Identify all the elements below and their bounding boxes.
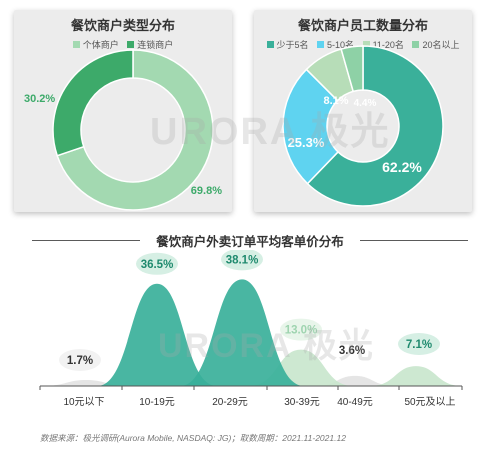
legend-item-11-20: 11-20名 [362,38,404,51]
section-divider-left [32,240,140,241]
data-value-label: 36.5% [141,259,174,271]
price-chart-title: 餐饮商户外卖订单平均客单价分布 [156,235,344,249]
donut-slice [52,49,134,157]
staff-chart-legend: 少于5名 5-10名 11-20名 20名以上 [254,38,472,51]
x-tick-label: 20-29元 [212,397,248,408]
donut-slice [56,49,214,211]
legend-item-chain: 连锁商户 [127,38,173,51]
data-value-label: 3.6% [339,345,365,357]
legend-swatch [266,41,274,49]
value-bubble [280,318,322,341]
slice-value-label: 4.4% [354,98,377,109]
legend-label: 5-10名 [327,40,355,50]
staff-donut-chart: 62.2% 25.3% 8.1% 4.4% [282,45,444,207]
value-bubble [136,252,178,275]
type-donut-chart: 69.8% 30.2% [24,49,222,211]
legend-item-under-5: 少于5名 [266,38,309,51]
data-value-label: 38.1% [226,254,259,266]
x-tick-label: 50元及以上 [404,396,455,408]
data-source-note: 数据来源：极光调研(Aurora Mobile, NASDAQ: JG)；取数周… [40,433,346,443]
legend-label: 20名以上 [422,40,460,50]
legend-label: 少于5名 [276,40,309,50]
area-peak [370,366,462,386]
price-area-chart: 10元以下 10-19元 20-29元 30-39元 40-49元 50元及以上 1.7% 3… [39,250,463,408]
slice-value-label: 8.1% [323,95,348,107]
legend-label: 个体商户 [82,40,119,50]
type-chart-legend: 个体商户 连锁商户 [14,38,232,51]
legend-swatch [127,41,135,49]
type-distribution-panel: 餐饮商户类型分布 个体商户 连锁商户 69.8% 30.2% [14,10,232,212]
slice-value-label: 62.2% [382,159,422,175]
data-value-label: 1.7% [67,355,93,367]
slice-value-label: 25.3% [288,135,325,150]
donut-slice [340,45,364,93]
legend-label: 11-20名 [372,40,404,50]
legend-swatch [317,41,325,49]
type-chart-title: 餐饮商户类型分布 [70,18,175,33]
area-peak [180,279,304,386]
x-tick-label: 30-39元 [284,397,320,408]
data-value-label: 7.1% [406,339,432,351]
slice-value-label: 69.8% [191,185,222,197]
donut-slice [306,45,444,207]
donut-slice [282,68,340,185]
legend-label: 连锁商户 [137,40,174,50]
value-bubble [398,333,440,355]
staff-distribution-panel: 餐饮商户员工数量分布 少于5名 5-10名 11-20名 20名以上 62.2%… [254,10,472,212]
value-bubble [59,349,101,371]
section-divider-right [360,240,468,241]
x-tick-label: 10元以下 [63,397,104,408]
x-tick-label: 40-49元 [337,397,373,408]
value-bubble [221,250,263,271]
x-tick-label: 10-19元 [139,397,175,408]
legend-swatch [362,41,370,49]
legend-item-individual: 个体商户 [72,38,119,51]
data-value-label: 13.0% [285,325,318,337]
legend-swatch [412,41,420,49]
legend-item-over-20: 20名以上 [412,38,459,51]
legend-item-5-10: 5-10名 [317,38,354,51]
area-peak [97,283,217,386]
slice-value-label: 30.2% [24,93,55,105]
staff-chart-title: 餐饮商户员工数量分布 [297,18,428,33]
legend-swatch [72,41,80,49]
